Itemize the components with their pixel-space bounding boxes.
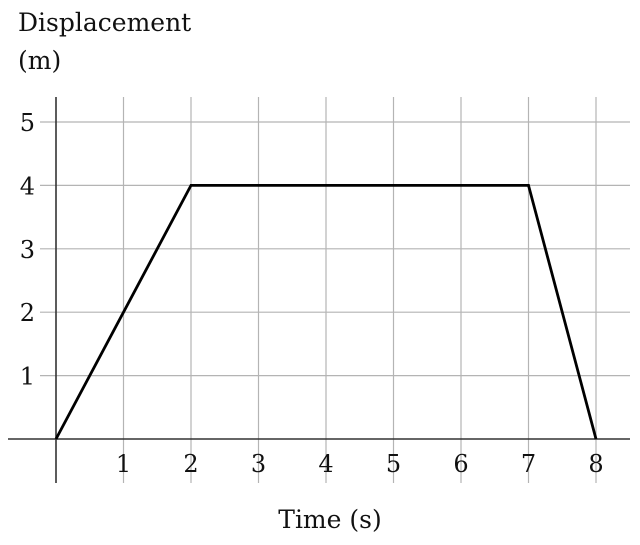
x-tick-label-7: 7 — [521, 450, 536, 478]
series — [54, 183, 598, 440]
y-axis-label: Displacement (m) — [18, 4, 191, 80]
y-tick-label-2: 2 — [20, 299, 35, 327]
axes — [8, 97, 630, 483]
x-tick-label-5: 5 — [386, 450, 401, 478]
x-tick-label-8: 8 — [588, 450, 603, 478]
x-tick-label-1: 1 — [116, 450, 131, 478]
y-tick-label-1: 1 — [20, 363, 35, 391]
x-tick-label-2: 2 — [183, 450, 198, 478]
y-tick-label-5: 5 — [20, 109, 35, 137]
x-axis-label: Time (s) — [278, 505, 381, 534]
x-tick-label-6: 6 — [453, 450, 468, 478]
y-tick-label-4: 4 — [20, 172, 35, 200]
x-tick-label-4: 4 — [318, 450, 333, 478]
y-axis-label-line-2: (m) — [18, 46, 62, 75]
grid — [40, 97, 630, 483]
y-axis-label-line-1: Displacement — [18, 8, 192, 37]
x-tick-label-3: 3 — [251, 450, 266, 478]
tick-labels: 1 2 3 4 5 6 7 8 1 2 3 4 5 — [20, 109, 604, 478]
y-tick-label-3: 3 — [20, 236, 35, 264]
displacement-line — [54, 183, 598, 440]
